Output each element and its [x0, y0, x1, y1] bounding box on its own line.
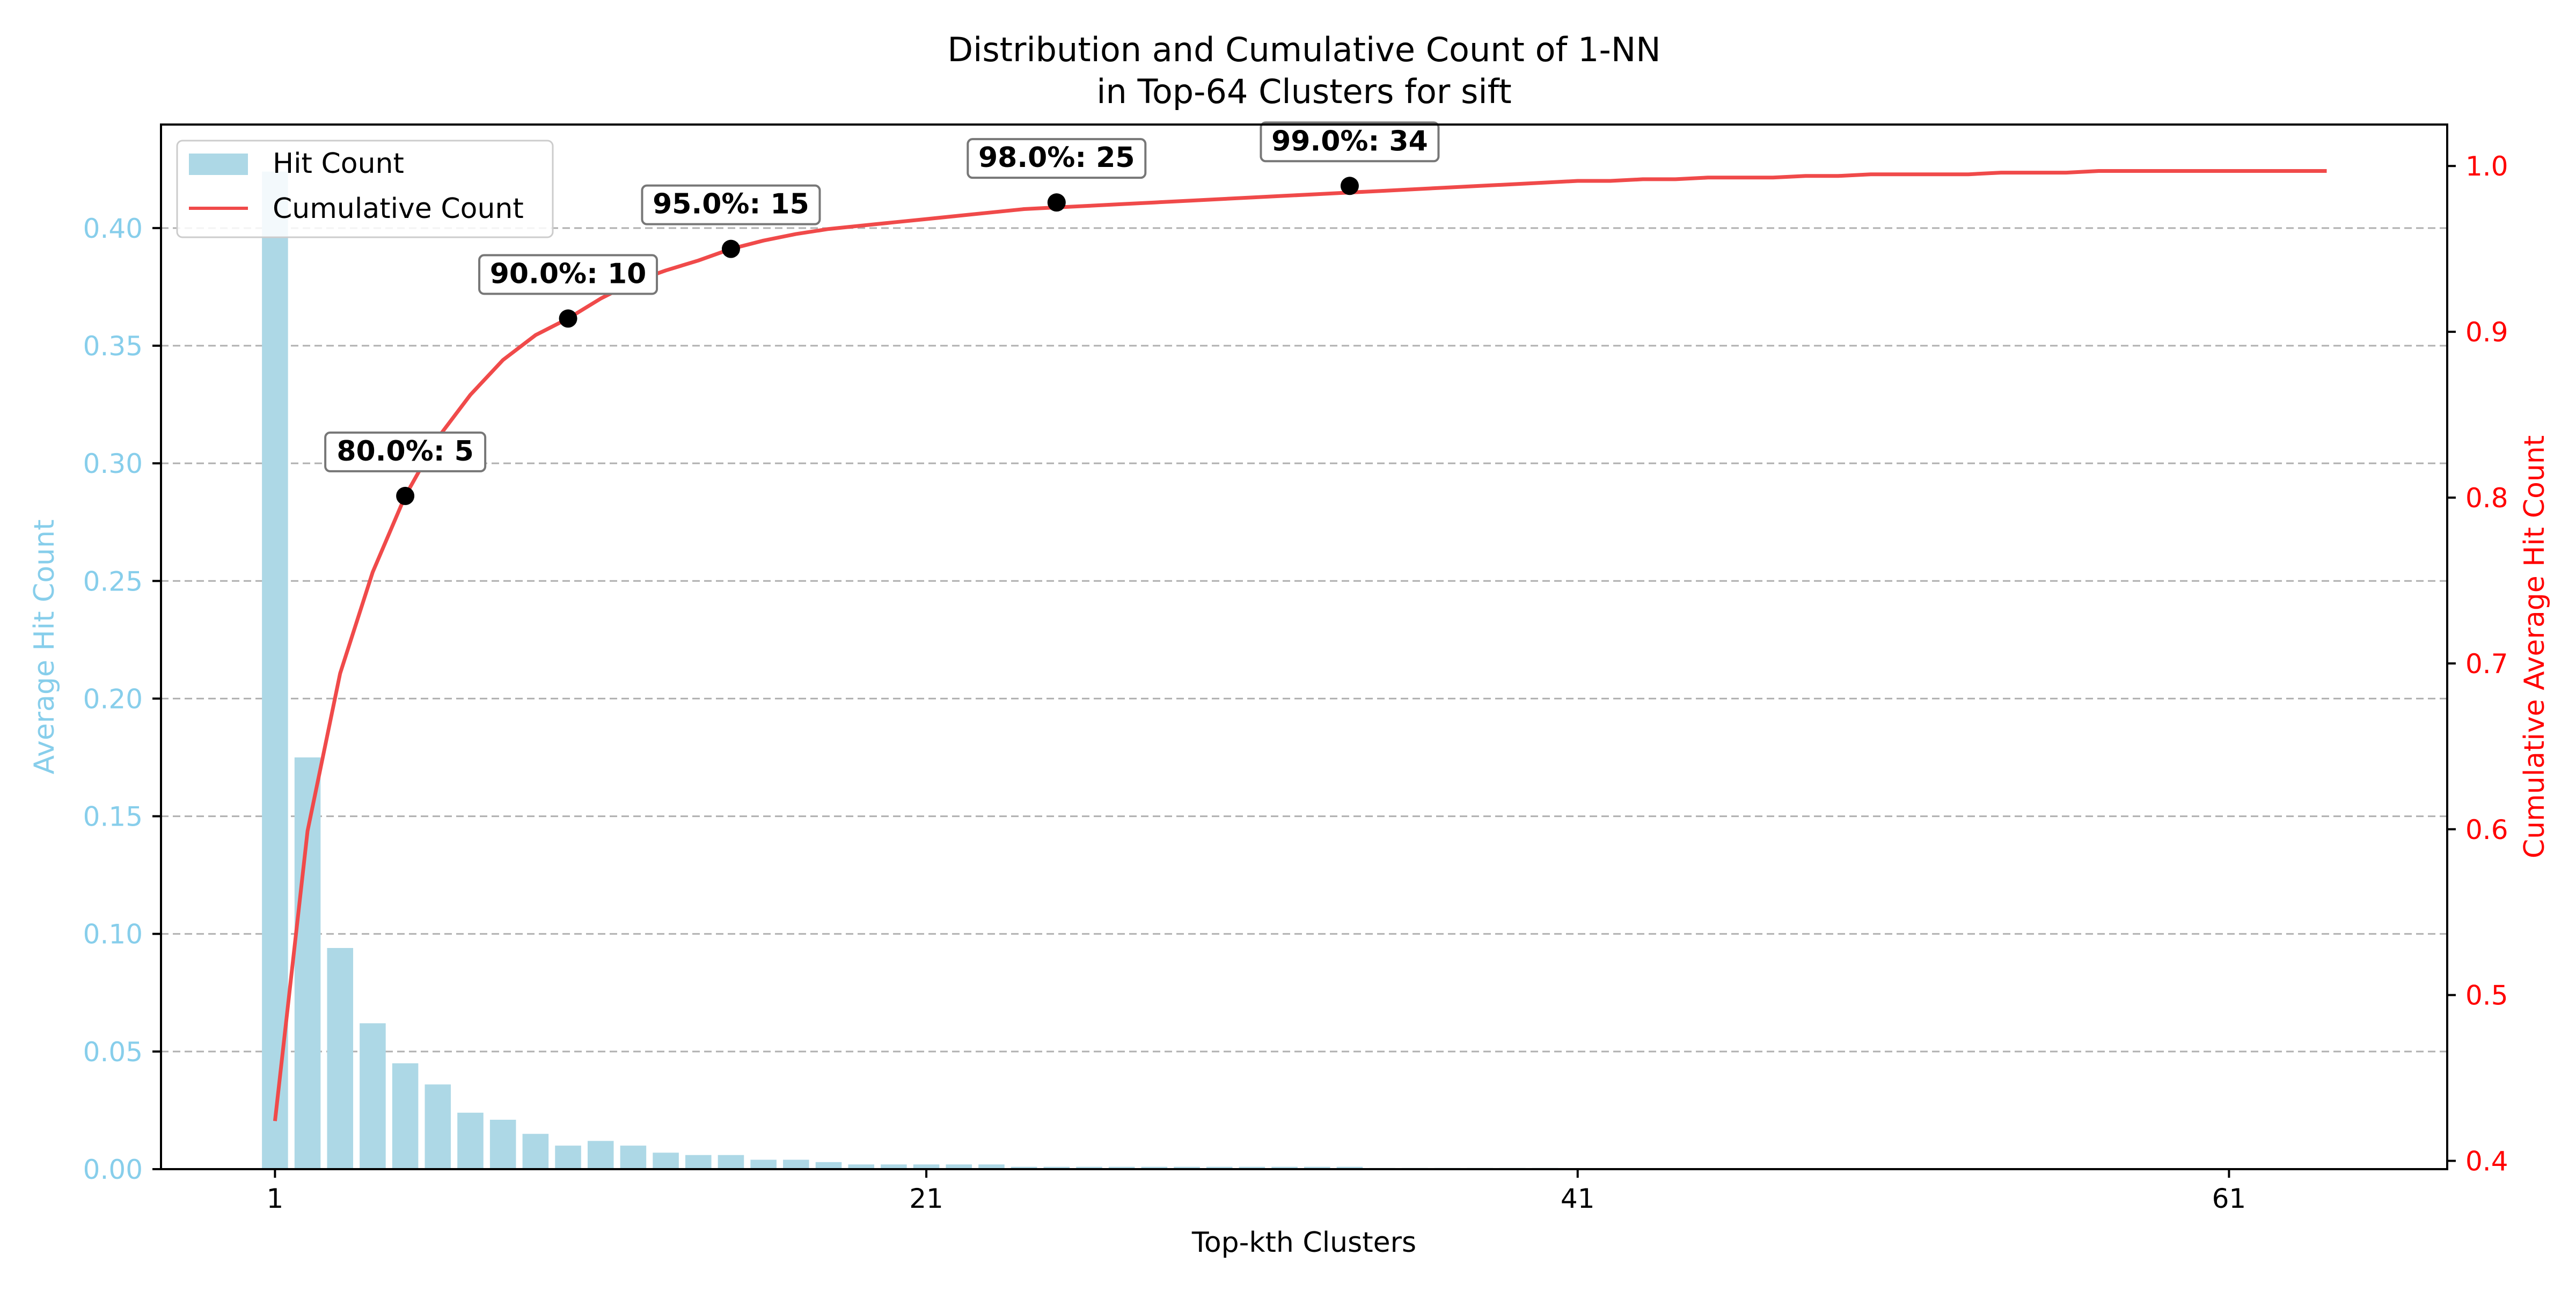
hit-count-bar — [457, 1113, 484, 1169]
hit-count-bar — [490, 1120, 516, 1169]
threshold-label: 80.0%: 5 — [336, 435, 473, 468]
threshold-marker — [396, 487, 414, 505]
hit-count-bar — [523, 1134, 549, 1169]
y-right-tick-label: 0.8 — [2465, 483, 2508, 514]
hit-count-bar — [262, 172, 288, 1169]
legend-swatch-bar — [189, 154, 248, 175]
hit-count-bar — [783, 1159, 809, 1169]
hit-count-bar — [327, 948, 353, 1169]
hit-count-bar — [588, 1141, 614, 1169]
hit-count-bar — [295, 757, 321, 1169]
y-left-tick-label: 0.20 — [83, 683, 143, 714]
hit-count-bar — [555, 1146, 581, 1169]
x-tick-label: 61 — [2212, 1183, 2246, 1214]
y-left-tick-label: 0.05 — [83, 1037, 143, 1068]
x-tick-label: 41 — [1561, 1183, 1595, 1214]
y-left-tick-label: 0.40 — [83, 213, 143, 244]
threshold-label: 95.0%: 15 — [653, 188, 809, 221]
legend: Hit Count Cumulative Count — [177, 141, 553, 237]
threshold-marker — [1341, 177, 1359, 195]
threshold-marker — [1048, 193, 1066, 211]
y-left-tick-label: 0.30 — [83, 448, 143, 479]
hit-count-bar — [718, 1155, 744, 1169]
hit-count-bar — [620, 1146, 647, 1169]
x-axis-label: Top-kth Clusters — [1191, 1227, 1416, 1259]
hit-count-bar — [750, 1159, 777, 1169]
y-left-tick-label: 0.00 — [83, 1154, 143, 1185]
threshold-label: 99.0%: 34 — [1271, 125, 1428, 157]
y-left-tick-label: 0.25 — [83, 566, 143, 597]
hit-count-bar — [653, 1153, 679, 1169]
threshold-label: 98.0%: 25 — [978, 142, 1135, 174]
threshold-label: 90.0%: 10 — [490, 258, 647, 290]
hit-count-bar — [392, 1063, 419, 1169]
y-axis-right-label: Cumulative Average Hit Count — [2519, 435, 2551, 858]
y-left-tick-label: 0.35 — [83, 331, 143, 362]
y-axis-left-label: Average Hit Count — [28, 520, 61, 775]
legend-label-cumulative-count: Cumulative Count — [273, 193, 524, 225]
chart-title-line2: in Top-64 Clusters for sift — [1096, 72, 1511, 111]
y-right-tick-label: 0.4 — [2465, 1146, 2508, 1177]
x-tick-label: 1 — [266, 1183, 283, 1214]
y-left-tick-label: 0.15 — [83, 801, 143, 833]
y-right-tick-label: 0.9 — [2465, 317, 2508, 348]
x-tick-label: 21 — [909, 1183, 943, 1214]
y-right-tick-label: 1.0 — [2465, 151, 2508, 182]
y-right-tick-label: 0.6 — [2465, 814, 2508, 845]
y-left-tick-label: 0.10 — [83, 919, 143, 950]
threshold-marker — [559, 309, 577, 327]
hit-count-bar — [685, 1155, 712, 1169]
hit-count-bar — [360, 1023, 386, 1169]
y-right-tick-label: 0.5 — [2465, 980, 2508, 1011]
y-right-tick-label: 0.7 — [2465, 648, 2508, 680]
chart-title-line1: Distribution and Cumulative Count of 1-N… — [947, 30, 1660, 69]
threshold-marker — [722, 240, 740, 258]
legend-label-hit-count: Hit Count — [273, 148, 404, 180]
hit-count-bar — [425, 1084, 451, 1169]
